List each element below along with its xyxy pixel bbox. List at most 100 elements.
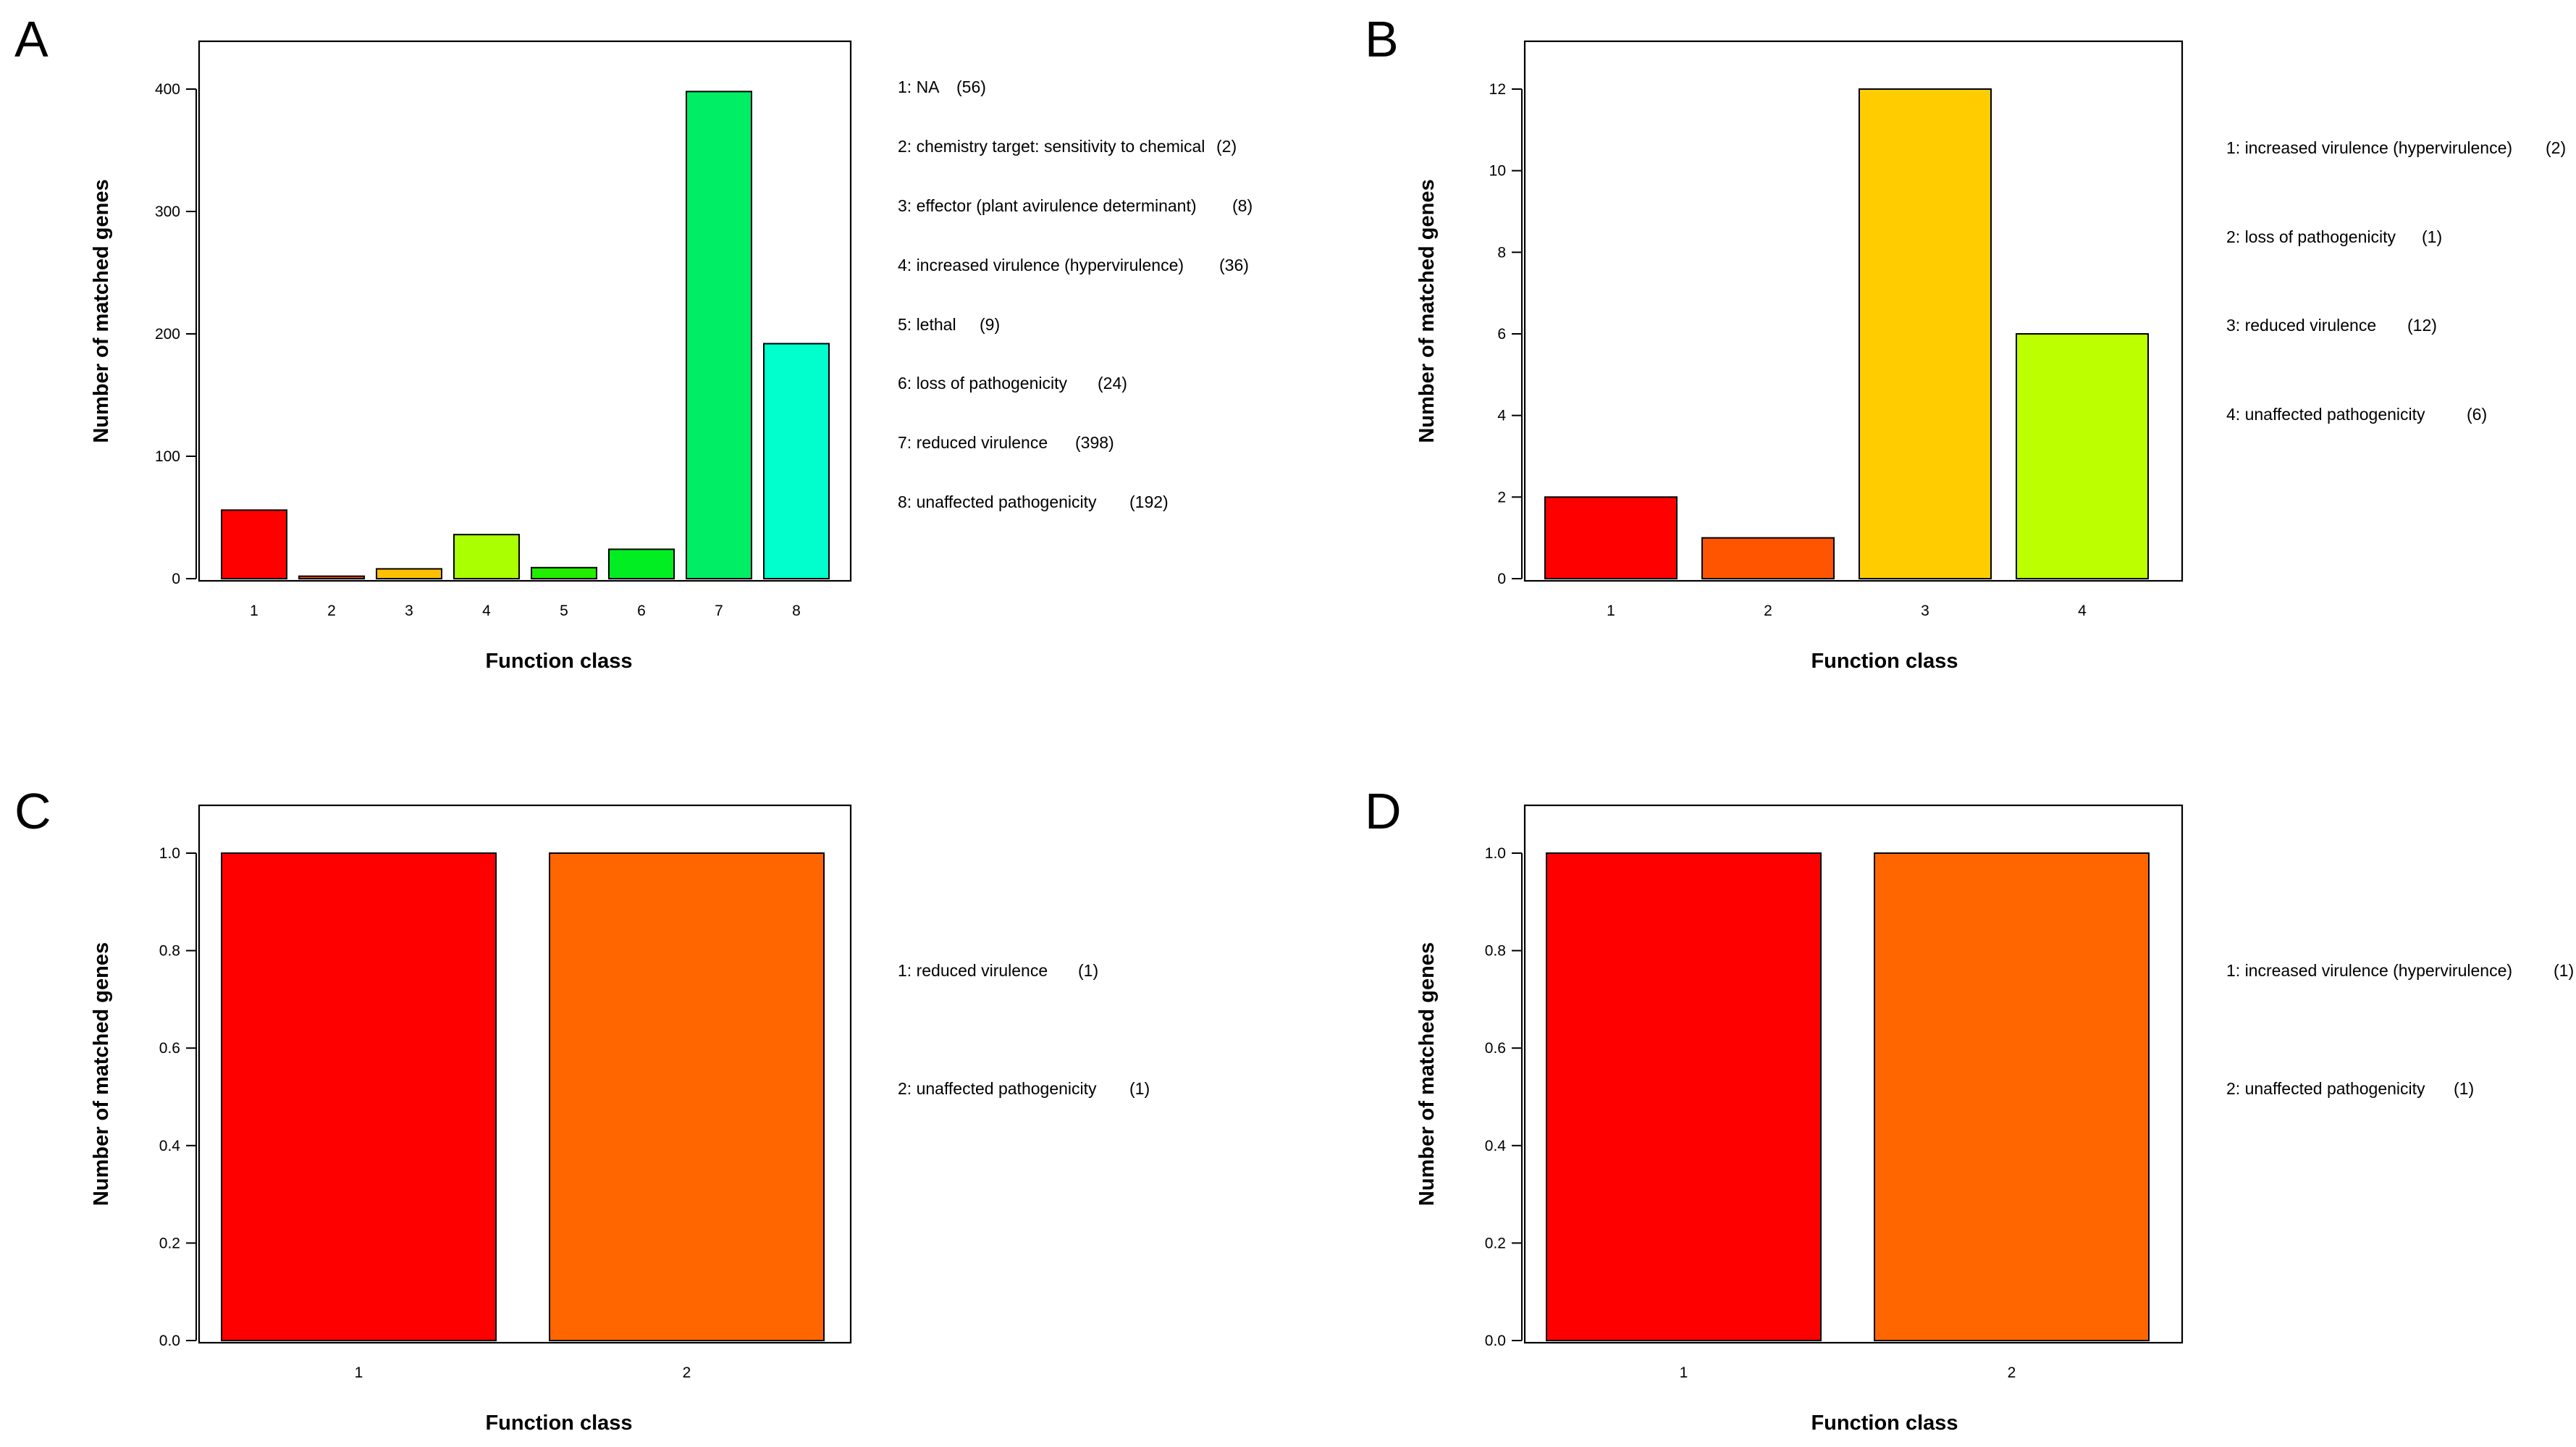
chart-b-x-tick-label: 1	[1607, 603, 1615, 619]
chart-b-y-tick-label: 8	[1497, 244, 1506, 261]
chart-a-bar-2	[298, 575, 365, 579]
chart-a-y-axis-title: Number of matched genes	[90, 179, 113, 443]
chart-b-plot-frame	[1523, 40, 2184, 582]
chart-c-y-tick-label: 0.8	[159, 943, 180, 960]
chart-d-y-tick-label: 0.4	[1485, 1138, 1507, 1154]
chart-b-bar-3	[1859, 88, 1992, 579]
chart-d-y-tick-label: 1.0	[1485, 845, 1506, 862]
chart-a-bar-6	[608, 548, 675, 580]
chart-b-x-tick-label: 2	[1764, 603, 1772, 619]
chart-a-legend-label: 8: unaffected pathogenicity	[898, 492, 1097, 511]
chart-c-plot-frame	[198, 804, 852, 1344]
chart-a-legend-count: (24)	[1098, 374, 1127, 393]
chart-b-y-axis-title: Number of matched genes	[1415, 179, 1439, 443]
chart-b-y-tick-label: 12	[1489, 81, 1506, 98]
chart-d-y-tick-label: 0.8	[1485, 943, 1506, 960]
chart-a-x-axis-title: Function class	[485, 650, 632, 673]
chart-d-x-tick-label: 2	[2008, 1364, 2016, 1381]
chart-a-panel-letter: A	[14, 11, 49, 67]
chart-c-x-axis-title: Function class	[485, 1412, 632, 1435]
chart-a-y-tick-label: 0	[172, 571, 180, 587]
chart-c-y-tick-label: 0.2	[159, 1235, 180, 1251]
chart-a-x-tick-label: 8	[792, 603, 801, 619]
chart-a-legend-label: 5: lethal	[898, 315, 956, 334]
chart-a-legend-count: (36)	[1219, 256, 1249, 274]
chart-d-y-tick-label: 0.6	[1485, 1040, 1506, 1057]
chart-b-legend-label: 3: reduced virulence	[2226, 316, 2376, 335]
chart-a-legend-count: (56)	[956, 77, 986, 96]
chart-a-legend-label: 3: effector (plant avirulence determinan…	[898, 196, 1197, 215]
chart-d-legend-label: 1: increased virulence (hypervirulence)	[2226, 961, 2512, 980]
chart-a-x-tick-label: 4	[482, 603, 491, 619]
chart-b-legend-label: 2: loss of pathogenicity	[2226, 227, 2396, 246]
chart-d-y-axis-title: Number of matched genes	[1415, 942, 1439, 1206]
chart-b-x-tick-label: 3	[1921, 603, 1929, 619]
chart-b-bar-4	[2016, 333, 2149, 579]
chart-d-panel: D 0.0 0.2 0.4 0.6 0.8 1.0 1 2 Function class Numbe…	[1365, 783, 2574, 1435]
chart-c-y-tick-label: 0.0	[159, 1333, 180, 1349]
chart-a-bar-4	[453, 534, 520, 579]
chart-c-bar-2	[549, 852, 825, 1341]
chart-c-bar-1	[221, 852, 497, 1341]
chart-a-x-tick-label: 1	[250, 603, 258, 619]
chart-d-legend-count: (1)	[2454, 1079, 2474, 1098]
chart-a-x-tick-label: 3	[405, 603, 413, 619]
chart-a-y-tick-label: 100	[155, 448, 180, 465]
chart-a-bar-3	[376, 568, 442, 579]
chart-b-y-tick-label: 2	[1497, 489, 1506, 506]
chart-a-legend-count: (8)	[1232, 196, 1253, 215]
chart-c-x-tick-label: 1	[355, 1364, 363, 1381]
chart-d-bar-2	[1874, 852, 2150, 1341]
chart-a-plot-frame	[198, 40, 852, 582]
chart-c-legend-count: (1)	[1129, 1079, 1150, 1098]
chart-c-y-tick-label: 1.0	[159, 845, 180, 862]
chart-a-legend-label: 4: increased virulence (hypervirulence)	[898, 256, 1184, 274]
chart-d-y-tick-label: 0.2	[1485, 1235, 1506, 1251]
chart-a-bar-8	[763, 343, 830, 579]
chart-b-legend-count: (6)	[2467, 405, 2487, 424]
chart-b-legend-count: (12)	[2407, 316, 2437, 335]
chart-b-panel-letter: B	[1365, 11, 1399, 67]
chart-b-y-tick-label: 0	[1497, 571, 1506, 587]
chart-a-x-tick-label: 7	[715, 603, 723, 619]
chart-b-bar-2	[1701, 537, 1835, 580]
chart-d-legend-count: (1)	[2554, 961, 2574, 980]
chart-a-y-tick-label: 400	[155, 81, 180, 98]
chart-d-bar-1	[1546, 852, 1822, 1341]
chart-a-legend-label: 2: chemistry target: sensitivity to chem…	[898, 137, 1205, 156]
chart-c-panel-letter: C	[14, 783, 51, 839]
chart-a-y-tick-label: 300	[155, 204, 180, 220]
chart-b-y-tick-label: 6	[1497, 326, 1506, 343]
chart-a-legend-label: 6: loss of pathogenicity	[898, 374, 1067, 393]
chart-a-panel: A 0 100 200 300 400 1 2 3 4 5 6 7 8 Function class Numb…	[14, 11, 1253, 673]
chart-c-x-tick-label: 2	[683, 1364, 691, 1381]
chart-d-x-axis-title: Function class	[1811, 1412, 1958, 1435]
chart-a-legend-count: (398)	[1075, 433, 1114, 452]
chart-a-x-tick-label: 6	[637, 603, 646, 619]
chart-b-legend-label: 4: unaffected pathogenicity	[2226, 405, 2425, 424]
chart-a-x-tick-label: 2	[327, 603, 336, 619]
chart-b-legend-count: (1)	[2422, 227, 2442, 246]
chart-d-panel-letter: D	[1365, 783, 1402, 839]
chart-a-legend-label: 1: NA	[898, 77, 940, 96]
chart-c-panel: C 0.0 0.2 0.4 0.6 0.8 1.0 1 2 Function class Numbe…	[14, 783, 1150, 1435]
chart-b-bar-1	[1544, 496, 1678, 579]
chart-c-y-tick-label: 0.6	[159, 1040, 180, 1057]
chart-b-legend-count: (2)	[2546, 138, 2566, 157]
chart-b-y-tick-label: 4	[1497, 408, 1506, 424]
chart-a-bar-7	[686, 91, 752, 579]
chart-b-legend-label: 1: increased virulence (hypervirulence)	[2226, 138, 2512, 157]
chart-a-legend-label: 7: reduced virulence	[898, 433, 1048, 452]
chart-a-legend-count: (2)	[1216, 137, 1237, 156]
chart-d-plot-frame	[1523, 804, 2184, 1344]
chart-a-x-tick-label: 5	[560, 603, 568, 619]
chart-a-bar-1	[221, 509, 287, 579]
chart-b-x-tick-label: 4	[2078, 603, 2087, 619]
chart-b-y-tick-label: 10	[1489, 163, 1506, 180]
chart-d-legend-label: 2: unaffected pathogenicity	[2226, 1079, 2425, 1098]
chart-d-y-tick-label: 0.0	[1485, 1333, 1506, 1349]
chart-a-y-tick-label: 200	[155, 326, 180, 343]
chart-c-y-axis-title: Number of matched genes	[90, 942, 113, 1206]
chart-d-x-tick-label: 1	[1680, 1364, 1688, 1381]
